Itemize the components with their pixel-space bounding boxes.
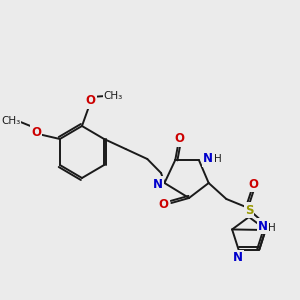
Text: O: O: [158, 197, 169, 211]
Text: O: O: [86, 94, 96, 107]
Text: S: S: [245, 203, 253, 217]
Text: O: O: [249, 178, 259, 190]
Text: N: N: [203, 152, 213, 166]
Text: H: H: [214, 154, 221, 164]
Text: O: O: [174, 133, 184, 146]
Text: N: N: [258, 220, 268, 232]
Text: N: N: [153, 178, 163, 190]
Text: CH₃: CH₃: [1, 116, 20, 126]
Text: O: O: [31, 125, 41, 139]
Text: CH₃: CH₃: [104, 91, 123, 101]
Text: N: N: [232, 251, 243, 264]
Text: H: H: [268, 223, 275, 233]
